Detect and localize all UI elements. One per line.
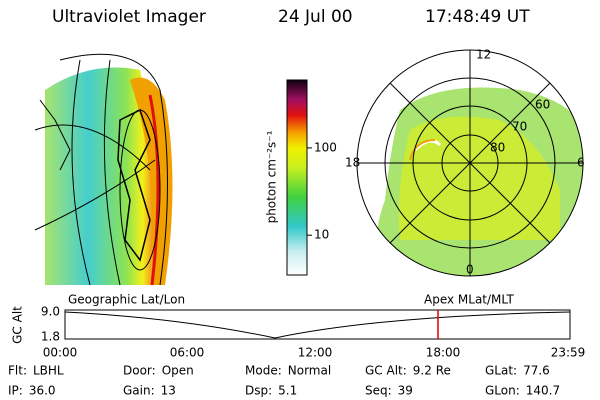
- lat-label: 70: [512, 120, 527, 134]
- timeline-y-tick: 1.8: [41, 330, 60, 344]
- mlt-label: 0: [466, 263, 474, 277]
- polar-label: Apex MLat/MLT: [424, 293, 514, 307]
- info-value: 39: [398, 384, 413, 398]
- info-label: Flt:: [8, 364, 27, 378]
- colorbar: photon cm⁻²s⁻¹ 10 100: [265, 79, 337, 276]
- title: Ultraviolet Imager: [52, 7, 206, 27]
- timeline-x-tick: 06:00: [170, 346, 205, 360]
- info-value: 9.2 Re: [413, 364, 451, 378]
- info-value: Open: [162, 364, 194, 378]
- date: 24 Jul 00: [278, 7, 353, 27]
- info-label: Seq:: [365, 384, 392, 398]
- header: Ultraviolet Imager 24 Jul 00 17:48:49 UT: [52, 7, 530, 27]
- lat-label: 60: [535, 98, 550, 112]
- mlt-label: 18: [345, 156, 360, 170]
- mlt-label: 6: [577, 156, 585, 170]
- earth-image: Geographic Lat/Lon: [34, 53, 185, 307]
- colorbar-label: photon cm⁻²s⁻¹: [265, 130, 279, 223]
- colorbar-ticks: 10 100: [307, 140, 337, 242]
- info-label: GC Alt:: [365, 364, 407, 378]
- info-value: 36.0: [29, 384, 56, 398]
- timeline: GC Alt 9.0 1.8 00:00 06:00 12:00 18:00 2…: [11, 305, 586, 360]
- info-value: 5.1: [278, 384, 297, 398]
- timeline-y-tick: 9.0: [41, 305, 60, 319]
- info-label: IP:: [8, 384, 23, 398]
- polar-plot: 12 18 6 0 60 70 80 Apex MLat/MLT: [345, 48, 585, 307]
- info-value: 77.6: [523, 364, 550, 378]
- info-label: Door:: [123, 364, 156, 378]
- info-label: Mode:: [245, 364, 282, 378]
- info-panel: Flt: LBHL Door: Open Mode: Normal GC Alt: 9.2 R…: [8, 364, 560, 398]
- info-value: Normal: [288, 364, 331, 378]
- timeline-x-tick: 00:00: [43, 346, 78, 360]
- timeline-x-tick: 12:00: [298, 346, 333, 360]
- time: 17:48:49 UT: [425, 7, 530, 27]
- map-label: Geographic Lat/Lon: [68, 293, 185, 307]
- timeline-x-tick: 18:00: [426, 346, 461, 360]
- lat-label: 80: [490, 141, 505, 155]
- colorbar-scale: [286, 79, 308, 276]
- info-value: LBHL: [33, 364, 64, 378]
- info-label: GLon:: [485, 384, 520, 398]
- timeline-x-tick: 23:59: [551, 346, 586, 360]
- info-label: GLat:: [485, 364, 517, 378]
- info-value: 140.7: [526, 384, 560, 398]
- colorbar-tick-label: 10: [314, 228, 329, 242]
- timeline-y-label: GC Alt: [11, 306, 25, 344]
- info-label: Gain:: [123, 384, 155, 398]
- info-value: 13: [161, 384, 176, 398]
- colorbar-tick-label: 100: [314, 140, 337, 154]
- mlt-label: 12: [476, 48, 491, 62]
- info-label: Dsp:: [245, 384, 272, 398]
